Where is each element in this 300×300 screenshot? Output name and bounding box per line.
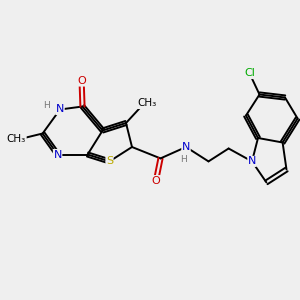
Text: N: N [56,104,64,115]
Text: H: H [43,100,50,109]
Text: CH₃: CH₃ [7,134,26,145]
Text: N: N [182,142,190,152]
Text: N: N [248,156,256,167]
Text: N: N [53,149,62,160]
Text: O: O [77,76,86,86]
Text: CH₃: CH₃ [137,98,157,109]
Text: Cl: Cl [244,68,255,79]
Text: O: O [152,176,160,186]
Text: S: S [106,156,113,167]
Text: H: H [180,155,186,164]
